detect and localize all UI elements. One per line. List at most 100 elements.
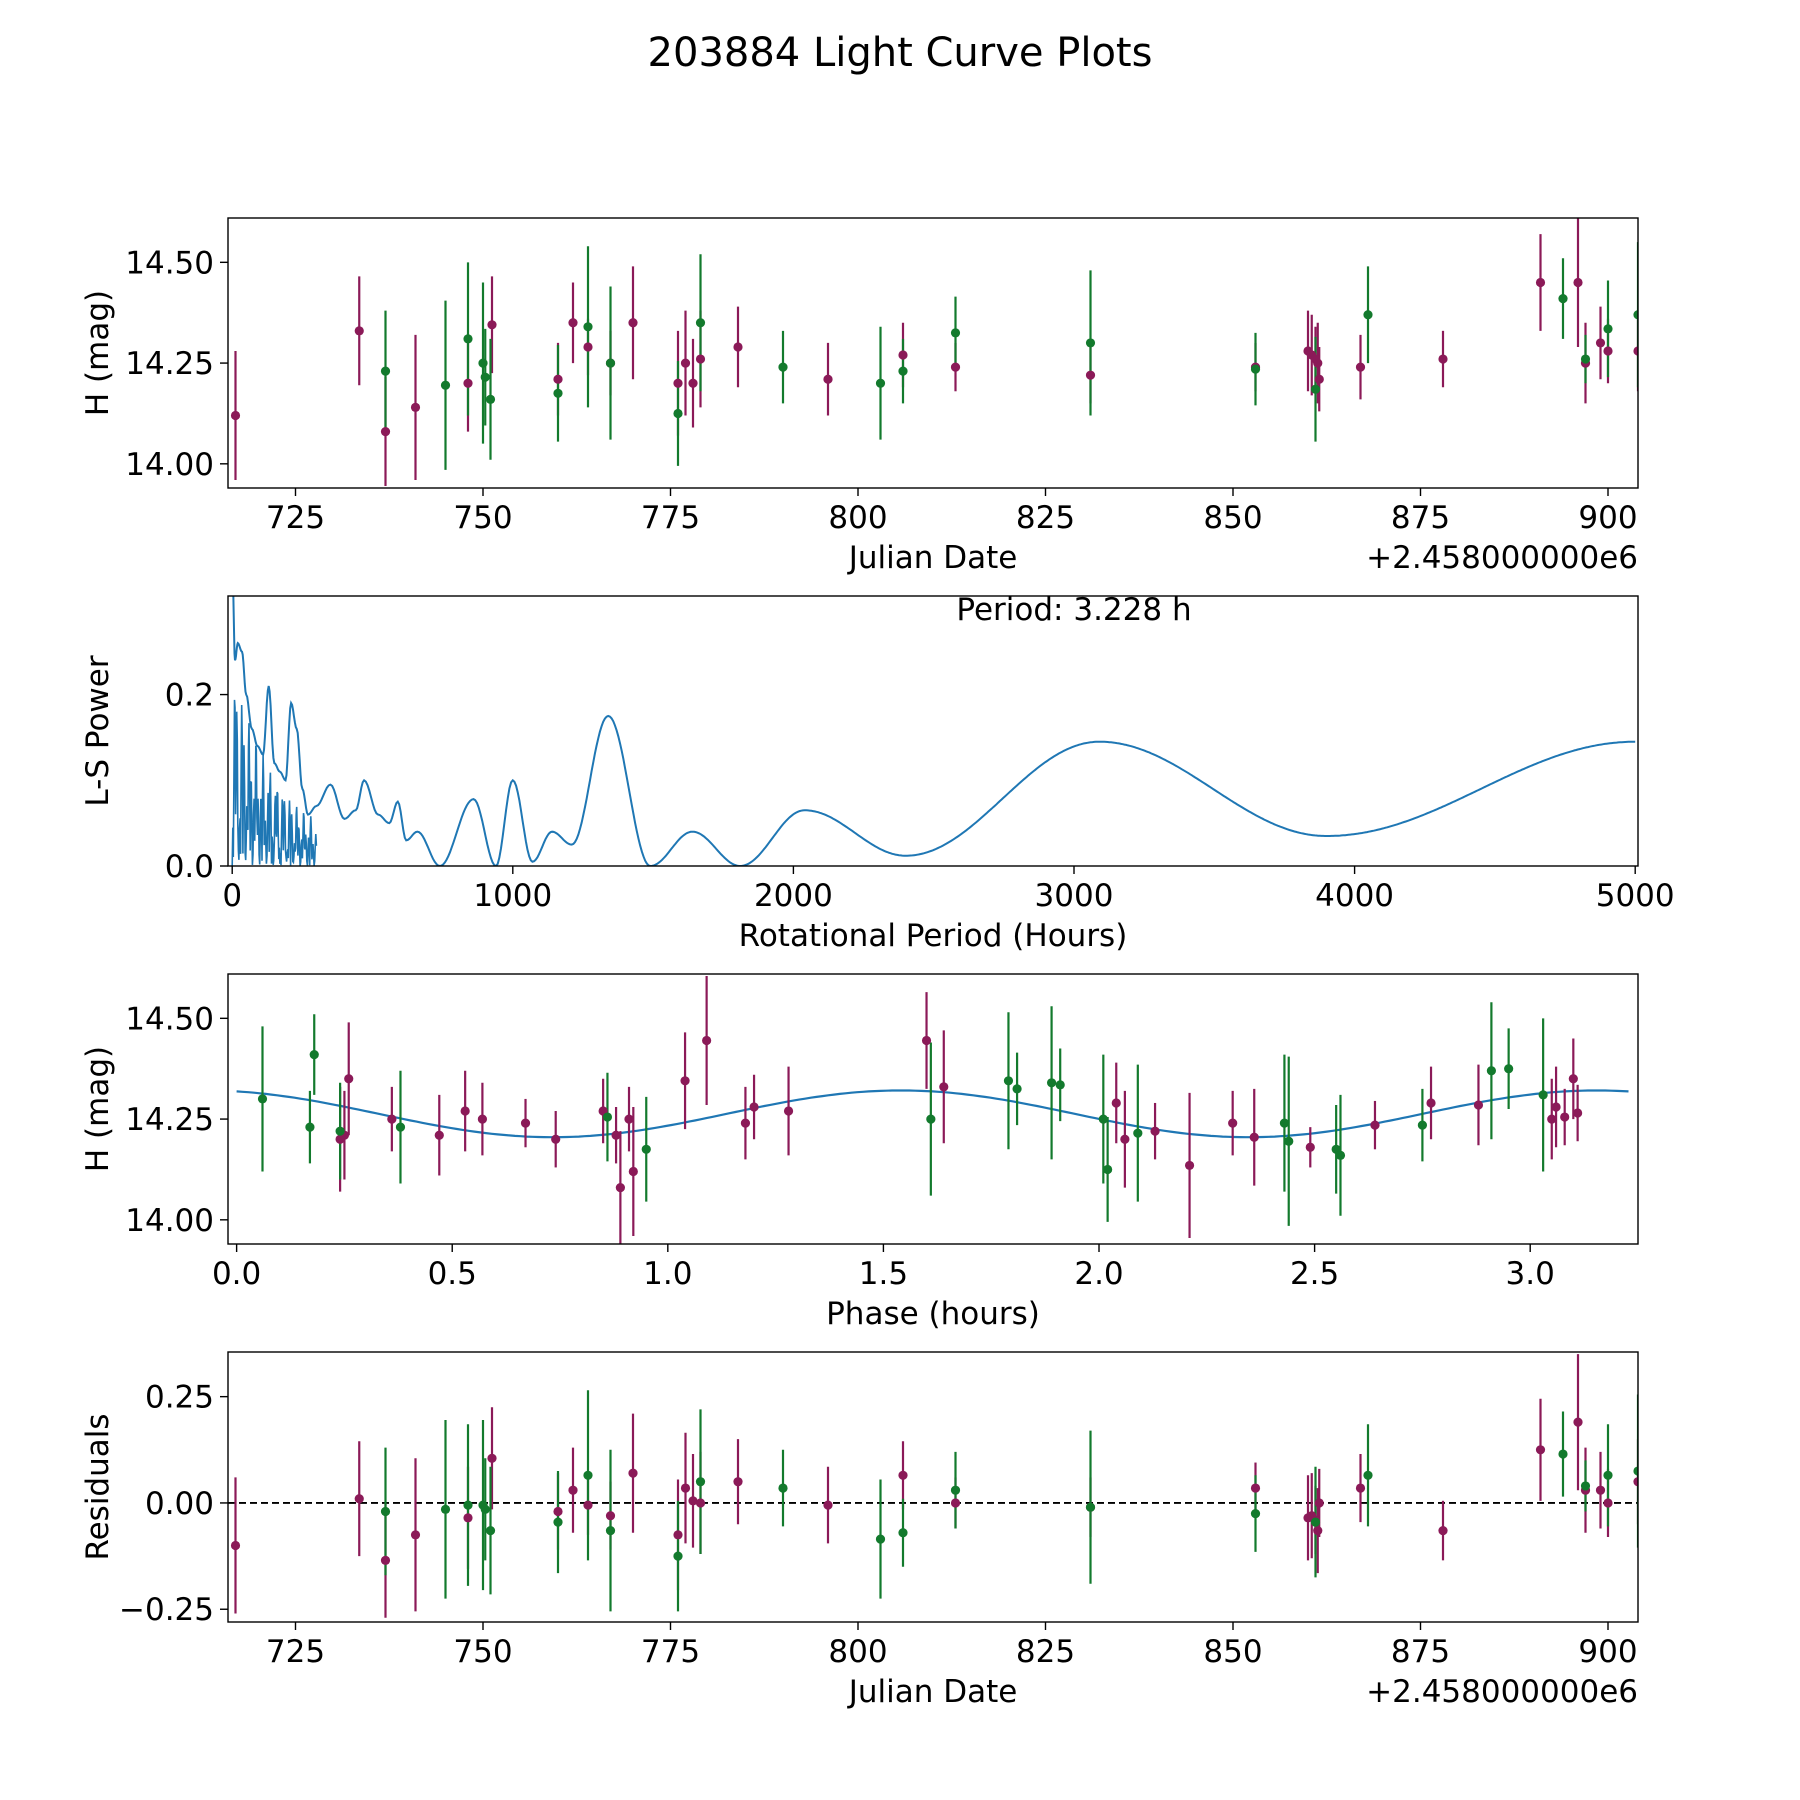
magenta-data-point (702, 1035, 712, 1046)
magenta-data-point (583, 342, 593, 352)
green-data-point (695, 1477, 706, 1487)
x-offset-label: +2.458000000e6 (1366, 540, 1638, 576)
periodogram-noise-line (231, 699, 318, 866)
axes-frame (227, 1351, 1639, 1623)
magenta-data-point (434, 1130, 444, 1140)
magenta-data-point (898, 1470, 908, 1480)
y-tick-label: 14.50 (125, 1001, 214, 1037)
y-tick-label: 0.00 (145, 1486, 214, 1522)
magenta-data-point (615, 1182, 625, 1193)
magenta-data-point (1313, 358, 1323, 368)
green-data-point (778, 362, 788, 372)
green-data-point (1046, 1078, 1057, 1088)
magenta-data-point (1568, 1074, 1578, 1084)
magenta-data-point (520, 1118, 531, 1128)
plot-area (231, 596, 1636, 866)
green-data-point (1310, 1517, 1321, 1527)
x-tick-label: 775 (641, 500, 700, 536)
magenta-data-point (344, 1074, 354, 1084)
green-data-point (583, 1470, 593, 1480)
green-data-point (605, 1525, 616, 1536)
magenta-data-point (463, 378, 473, 388)
green-data-point (257, 1094, 268, 1104)
magenta-data-point (628, 318, 638, 328)
x-tick-label: 1.0 (643, 1256, 692, 1292)
y-tick-label: 14.50 (125, 245, 214, 281)
green-data-point (395, 1122, 406, 1132)
magenta-data-point (460, 1106, 470, 1116)
x-tick-label: 750 (453, 1634, 512, 1670)
y-tick-label: 14.25 (125, 1102, 214, 1138)
green-data-point (485, 394, 496, 404)
x-tick-label: 875 (1391, 1634, 1450, 1670)
magenta-data-point (680, 358, 691, 368)
y-axis-label: H (mag) (80, 1046, 116, 1172)
magenta-data-point (354, 326, 364, 336)
magenta-data-point (1535, 277, 1546, 288)
magenta-data-point (1313, 1525, 1323, 1536)
x-tick-label: 0.5 (428, 1256, 477, 1292)
green-data-point (1085, 1502, 1096, 1512)
x-tick-label: 0.0 (212, 1256, 261, 1292)
green-data-point (309, 1049, 319, 1060)
green-data-point (305, 1122, 315, 1132)
magenta-data-point (605, 1511, 616, 1521)
green-data-point (1633, 1466, 1638, 1476)
green-data-point (1250, 364, 1261, 374)
x-axis-label: Julian Date (847, 540, 1018, 576)
magenta-data-point (380, 426, 391, 437)
x-axis-label: Phase (hours) (826, 1296, 1040, 1332)
green-data-point (641, 1144, 651, 1154)
magenta-data-point (1551, 1102, 1561, 1112)
x-tick-label: 5000 (1596, 878, 1675, 914)
green-data-point (778, 1483, 788, 1493)
magenta-data-point (680, 1483, 691, 1493)
x-tick-label: 4000 (1315, 878, 1394, 914)
magenta-data-point (611, 1130, 621, 1140)
magenta-data-point (1438, 354, 1448, 364)
magenta-data-point (1228, 1118, 1238, 1128)
periodogram-panel: Period: 3.228 h 0 1000 2000 3000 4000 5000 0.0 0… (80, 592, 1675, 954)
magenta-data-point (477, 1114, 488, 1124)
magenta-data-point (568, 1485, 578, 1495)
green-data-point (1279, 1118, 1290, 1128)
magenta-data-point (673, 378, 683, 388)
green-data-point (440, 380, 451, 390)
x-tick-label: 800 (828, 1634, 887, 1670)
magenta-data-point (1370, 1120, 1380, 1130)
x-tick-label: 1000 (473, 878, 552, 914)
magenta-data-point (1426, 1098, 1436, 1108)
green-data-point (1363, 310, 1373, 320)
magenta-data-point (568, 318, 578, 328)
magenta-data-point (1111, 1098, 1121, 1108)
model-fit-line (236, 1089, 1629, 1139)
x-tick-label: 900 (1578, 1634, 1637, 1670)
magenta-data-point (583, 1500, 593, 1510)
magenta-data-point (1633, 1477, 1638, 1487)
magenta-data-point (673, 1530, 683, 1540)
y-tick-label: 14.00 (125, 447, 214, 483)
green-data-point (485, 1525, 496, 1536)
green-data-point (463, 1500, 473, 1510)
magenta-data-point (1314, 374, 1324, 384)
magenta-data-point (1314, 1498, 1324, 1508)
green-data-point (1603, 1470, 1613, 1480)
green-data-point (1310, 384, 1321, 394)
green-data-point (1250, 1508, 1261, 1519)
green-data-point (1603, 324, 1613, 334)
green-data-point (926, 1114, 936, 1124)
axes-frame (227, 595, 1639, 867)
green-data-point (553, 388, 563, 398)
y-tick-label: 14.25 (125, 346, 214, 382)
magenta-data-point (354, 1494, 364, 1504)
magenta-data-point (950, 1498, 961, 1508)
green-data-point (440, 1504, 451, 1514)
green-data-point (875, 378, 886, 388)
green-data-point (380, 366, 391, 376)
magenta-data-point (628, 1166, 638, 1177)
green-data-point (1284, 1136, 1294, 1146)
figure-title: 203884 Light Curve Plots (648, 30, 1153, 76)
green-data-point (1335, 1150, 1346, 1160)
green-data-point (1085, 338, 1096, 348)
lightcurve-panel: 725 750 775 800 825 850 875 900 14.00 14.25 14.50 J… (80, 217, 1639, 576)
